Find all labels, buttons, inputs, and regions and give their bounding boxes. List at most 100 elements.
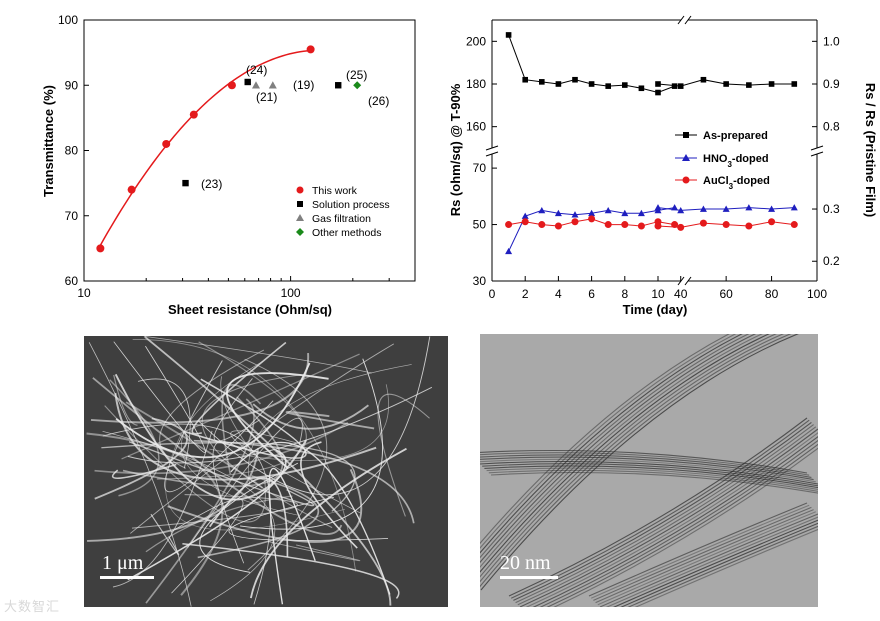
x-tick-label: 4 [555, 287, 562, 301]
y-axis-label-right: Rs / Rs (Pristine Film) [863, 83, 878, 217]
nanotube-wall [490, 471, 818, 494]
data-point [182, 179, 189, 187]
nanotube-wall [599, 513, 818, 607]
nanotube-strand [244, 358, 328, 571]
nanotube-strand [181, 360, 298, 516]
axis-breaks [485, 15, 824, 286]
data-point [791, 81, 798, 87]
nanotube-strand [220, 376, 256, 456]
nanotube-strand [221, 384, 262, 475]
tem-micrograph: 20 nm [480, 334, 818, 607]
sem-scale-bar [100, 576, 154, 579]
data-point [637, 209, 645, 217]
legend-other-methods: Other methods [312, 227, 381, 239]
x-tick-label: 10 [77, 286, 91, 300]
data-point [555, 81, 562, 87]
nanotube-wall [515, 424, 814, 604]
nanotube-strand [248, 364, 412, 487]
nanotube-wall [613, 519, 818, 607]
data-point [505, 32, 512, 38]
data-point [353, 81, 362, 90]
nanotube-strand [111, 463, 177, 479]
nanotube-wall [480, 334, 792, 588]
y-tick-label: 90 [65, 78, 79, 92]
data-point [521, 218, 529, 226]
legend: As-prepared HNO3-doped AuCl3-doped [675, 130, 770, 191]
data-point [522, 76, 528, 83]
data-point [671, 83, 678, 89]
sem-micrograph: 1 μm [84, 336, 448, 607]
watermark: 大数智汇 [4, 599, 61, 614]
nanotube-strand [209, 477, 289, 557]
nanotube-strand [114, 373, 307, 501]
y-right-tick-label: 0.3 [823, 202, 840, 216]
y-right-tick-label: 0.2 [823, 254, 840, 268]
data-point [505, 247, 513, 255]
data-point [790, 221, 798, 229]
data-point [588, 209, 596, 217]
nanotube-strand [209, 384, 389, 461]
x-tick-label: 40 [674, 287, 688, 301]
nanotube-wall [605, 516, 818, 607]
sem-scale-label: 1 μm [102, 552, 144, 574]
nanotube-wall [588, 502, 808, 597]
nanotube-strand [182, 543, 400, 599]
y-tick-label: 60 [65, 274, 79, 288]
y-right-tick-label: 0.9 [823, 77, 840, 91]
nanotube-strand [230, 442, 391, 595]
y-tick-label: 70 [473, 161, 487, 175]
x-tick-label: 2 [522, 287, 529, 301]
nanotube-wall [480, 334, 770, 573]
data-point [572, 76, 578, 83]
transmittance-chart: 60 70 80 90 100 10 100 Transmittance (%) Sheet… [41, 13, 416, 317]
nanotube-strand [94, 417, 188, 500]
data-point [268, 81, 277, 89]
nanotube-wall [517, 426, 817, 606]
legend-marker-as-prepared [683, 132, 689, 138]
nanotube-wall [532, 436, 818, 607]
annotation-19: (19) [293, 78, 314, 92]
y-right-tick-label: 0.8 [823, 120, 840, 134]
nanotube-strand [113, 341, 206, 453]
y-tick-label: 80 [65, 144, 79, 158]
nanotube-strand [137, 378, 191, 469]
x-tick-label: 80 [765, 287, 779, 301]
data-point [505, 221, 513, 229]
nanotube-strand [127, 386, 433, 464]
nanotube-wall [480, 334, 800, 591]
nanotube-strand [198, 336, 431, 496]
data-point [571, 218, 579, 226]
legend-gas-filtration: Gas filtration [312, 213, 371, 225]
nanotube-wall [480, 334, 750, 559]
x-tick-label: 100 [807, 287, 827, 301]
fit-curve [99, 49, 311, 246]
legend-marker-gas [296, 214, 304, 221]
nanotube-strand [213, 378, 261, 442]
data-point [554, 222, 562, 230]
nanotube-strand [90, 352, 310, 424]
legend-solution-process: Solution process [312, 199, 390, 211]
data-point [655, 81, 661, 87]
nanotube-strand [122, 396, 284, 488]
nanotube-wall [593, 506, 812, 601]
nanotube-wall [627, 525, 818, 607]
data-point [96, 244, 105, 253]
nanotube-strand [249, 447, 407, 599]
annotation-26: (26) [368, 94, 389, 108]
nanotube-strand [88, 342, 192, 607]
nanotube-wall [484, 465, 818, 489]
annotation-21: (21) [256, 90, 277, 104]
data-point [677, 83, 684, 89]
data-point [622, 82, 628, 88]
nanotube-wall [480, 334, 743, 554]
data-point [588, 215, 596, 223]
data-point [539, 79, 545, 85]
legend-marker-this-work [296, 186, 304, 194]
nanotube-strand [228, 496, 389, 541]
legend: This work Solution process Gas filtratio… [296, 185, 390, 239]
nanotube-strand [252, 403, 369, 430]
nanotube-wall [513, 421, 812, 601]
nanotube-strand [113, 374, 138, 426]
legend-aucl3-doped: AuCl3-doped [703, 175, 770, 191]
